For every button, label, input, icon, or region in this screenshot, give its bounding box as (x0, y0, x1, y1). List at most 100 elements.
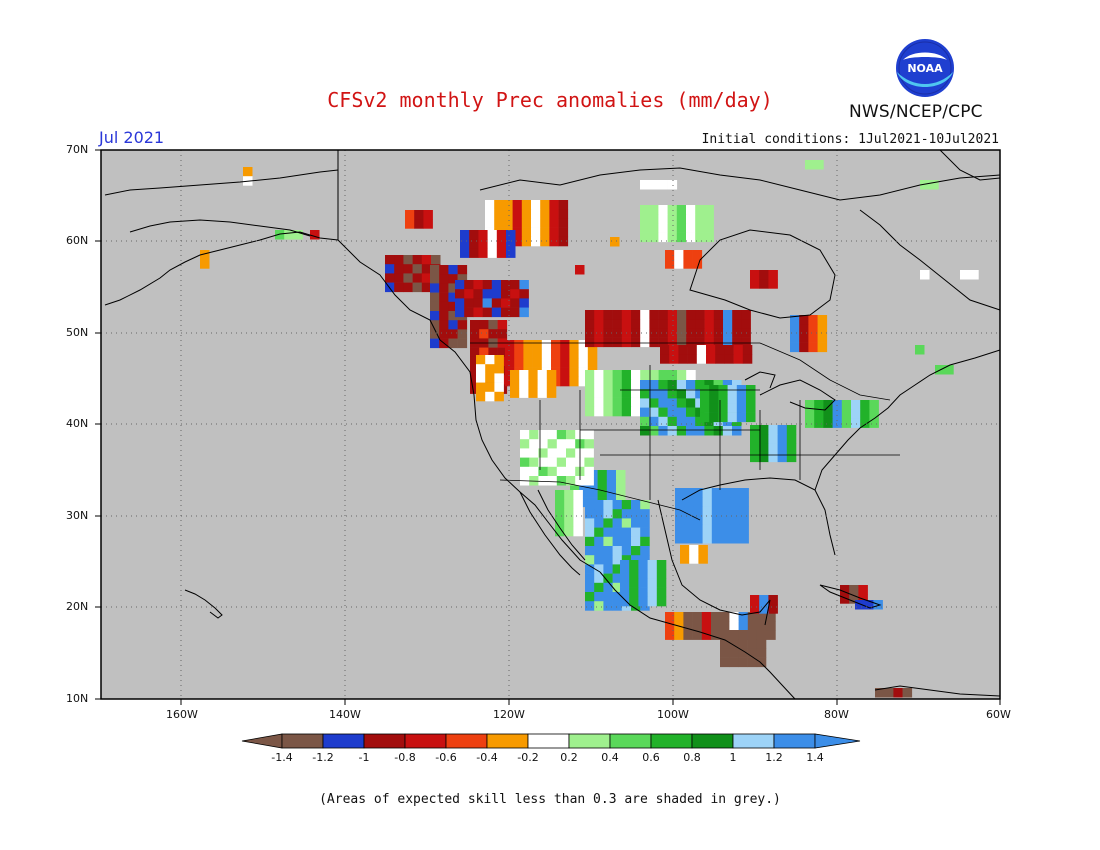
anomaly-cell (720, 630, 730, 640)
anomaly-cell (439, 274, 449, 284)
anomaly-cell (768, 425, 778, 435)
anomaly-cell (606, 479, 617, 489)
colorbar-swatch (773, 733, 816, 749)
anomaly-cell (640, 380, 650, 390)
anomaly-cell (584, 476, 594, 486)
anomaly-cell (448, 329, 458, 339)
anomaly-cell (510, 289, 520, 299)
anomaly-cell (727, 394, 738, 404)
anomaly-cell (676, 214, 687, 224)
anomaly-cell (723, 319, 733, 329)
anomaly-cell (727, 403, 738, 413)
anomaly-cell (869, 409, 879, 419)
anomaly-cell (667, 319, 678, 329)
anomaly-cell (832, 418, 843, 428)
anomaly-cell (631, 527, 641, 538)
anomaly-cell (412, 264, 423, 274)
lon-label-100w: 100W (657, 708, 689, 721)
anomaly-cell (603, 310, 613, 320)
anomaly-cell (738, 612, 749, 622)
anomaly-cell (658, 407, 668, 418)
anomaly-cell (501, 298, 511, 308)
anomaly-cell (519, 289, 529, 299)
anomaly-cell (736, 403, 747, 413)
anomaly-cell (631, 536, 641, 547)
anomaly-cell (585, 379, 595, 389)
anomaly-cell (531, 227, 541, 238)
anomaly-cell (491, 307, 502, 318)
anomaly-cell (695, 205, 705, 215)
anomaly-cell (692, 612, 703, 622)
anomaly-cell (665, 250, 675, 260)
anomaly-cell (860, 400, 870, 410)
anomaly-cell (704, 337, 715, 348)
anomaly-cell (603, 592, 613, 602)
anomaly-cell (457, 338, 468, 349)
anomaly-cell (869, 400, 879, 410)
anomaly-cell (573, 517, 583, 528)
anomaly-cell (658, 337, 669, 348)
anomaly-cell (505, 367, 515, 378)
anomaly-cell (631, 500, 641, 510)
anomaly-cell (555, 526, 565, 537)
anomaly-cell (702, 534, 713, 544)
anomaly-cell (585, 582, 595, 593)
anomaly-cell (551, 340, 561, 350)
anomaly-cell (578, 358, 589, 368)
anomaly-cell (573, 508, 583, 518)
anomaly-cell (569, 367, 579, 378)
anomaly-cell (768, 270, 778, 280)
anomaly-cell (686, 205, 696, 215)
anomaly-cell (529, 439, 539, 449)
anomaly-cell (675, 524, 685, 535)
anomaly-cell (649, 205, 659, 215)
anomaly-cell (729, 612, 739, 622)
anomaly-cell (430, 265, 440, 275)
anomaly-cell (695, 337, 705, 348)
anomaly-cell (560, 349, 570, 359)
anomaly-cell (704, 232, 714, 243)
colorbar-swatch (568, 733, 611, 749)
anomaly-cell (808, 324, 818, 334)
anomaly-cell (733, 354, 744, 364)
anomaly-cell (505, 358, 515, 368)
anomaly-cell (677, 370, 687, 380)
anomaly-cell (723, 328, 733, 338)
anomaly-cell (497, 320, 508, 330)
anomaly-cell (512, 227, 523, 238)
anomaly-cell (739, 506, 749, 516)
anomaly-cell (603, 406, 613, 417)
anomaly-cell (915, 345, 925, 355)
anomaly-cell (538, 439, 548, 449)
lat-label-50n: 50N (66, 326, 89, 339)
anomaly-cell (729, 657, 739, 668)
anomaly-cell (656, 569, 667, 579)
anomaly-cell (884, 688, 894, 698)
anomaly-cell (541, 358, 552, 368)
anomaly-cell (547, 448, 558, 458)
anomaly-cell (706, 354, 716, 364)
anomaly-cell (746, 403, 756, 413)
anomaly-cell (469, 248, 479, 258)
anomaly-cell (629, 596, 639, 607)
anomaly-cell (603, 328, 613, 338)
anomaly-cell (920, 270, 930, 280)
anomaly-cell (750, 452, 760, 463)
anomaly-cell (479, 329, 489, 339)
anomaly-cell (640, 546, 650, 556)
anomaly-cell (649, 389, 659, 399)
anomaly-cell (621, 397, 632, 408)
anomaly-cell (594, 406, 604, 417)
anomaly-cell (564, 490, 574, 500)
anomaly-cell (439, 292, 449, 303)
anomaly-cell (747, 657, 758, 668)
anomaly-cell (724, 345, 734, 355)
anomaly-cell (678, 345, 688, 355)
anomaly-cell (629, 587, 639, 598)
colorbar-swatch (404, 733, 447, 749)
anomaly-cell (741, 337, 751, 348)
anomaly-cell (528, 388, 538, 398)
anomaly-cell (585, 546, 595, 556)
noaa-logo-text: NOAA (907, 62, 943, 75)
anomaly-cell (564, 526, 574, 537)
